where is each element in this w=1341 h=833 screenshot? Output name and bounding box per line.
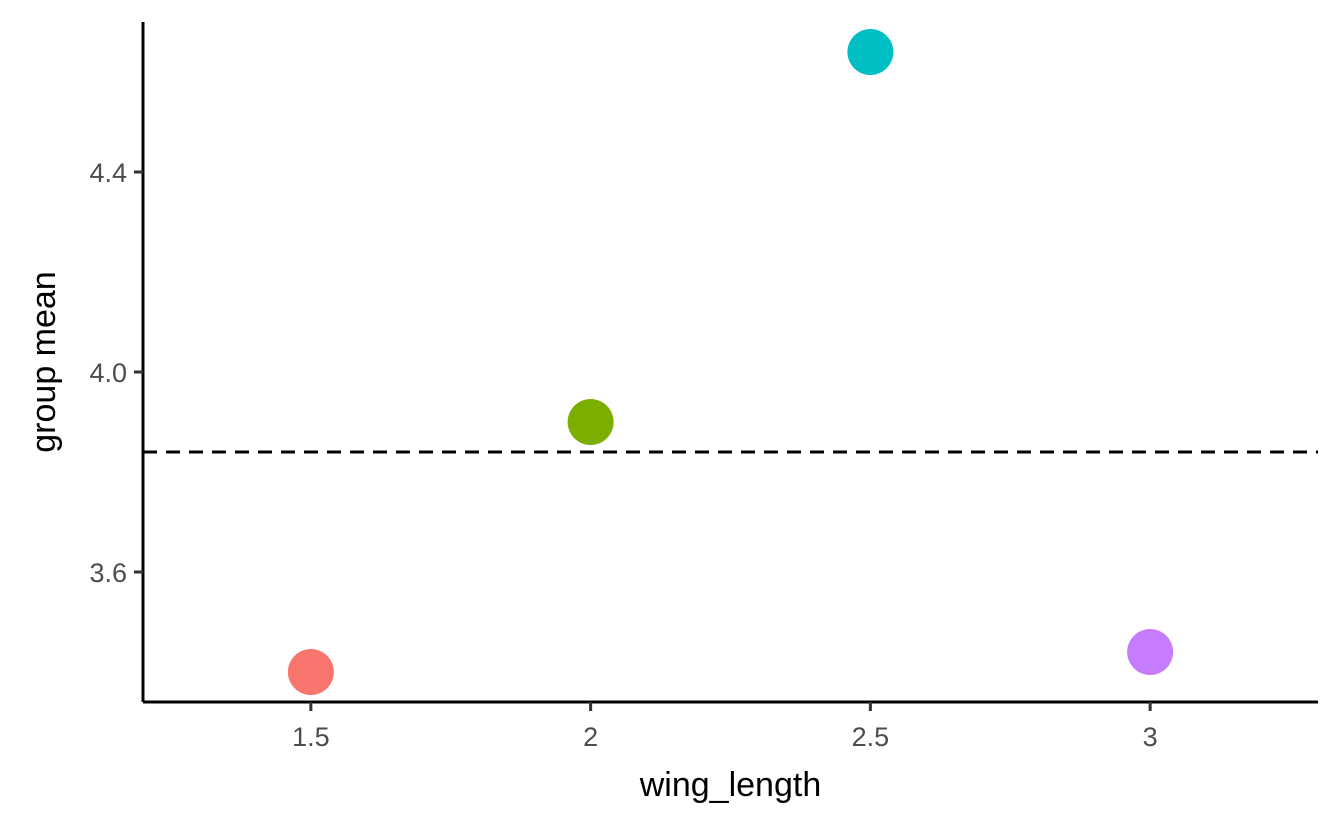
x-tick-label: 3 [1143,722,1158,752]
x-ticks: 1.5 2 2.5 3 [292,702,1158,752]
y-axis-title: group mean [25,271,63,452]
y-tick-label: 3.6 [89,558,127,588]
data-point-2 [567,399,614,445]
x-tick-label: 1.5 [292,722,330,752]
y-tick-label: 4.4 [89,158,127,188]
y-ticks: 3.6 4.0 4.4 [89,158,143,588]
y-tick-label: 4.0 [89,358,127,388]
axes-layer [141,22,1318,704]
data-point-4 [1127,629,1174,675]
x-tick-label: 2 [583,722,598,752]
points-layer [287,29,1174,695]
x-axis-title: wing_length [639,766,821,804]
data-point-3 [847,29,894,75]
x-tick-label: 2.5 [852,722,890,752]
data-point-1 [287,649,334,695]
